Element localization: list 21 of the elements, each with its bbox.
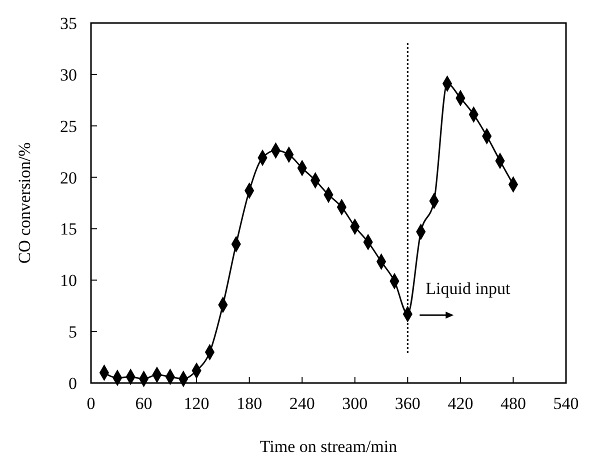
x-tick-label: 360 bbox=[394, 394, 420, 413]
y-tick-label: 5 bbox=[68, 322, 77, 342]
x-tick-label: 180 bbox=[236, 394, 262, 413]
y-tick-label: 0 bbox=[68, 374, 77, 393]
x-tick-label: 60 bbox=[135, 394, 152, 413]
y-tick-label: 20 bbox=[60, 168, 77, 188]
y-tick-label: 15 bbox=[60, 220, 77, 239]
x-tick-label: 120 bbox=[184, 394, 210, 413]
x-tick-label: 480 bbox=[500, 394, 526, 413]
y-tick-label: 25 bbox=[60, 116, 77, 136]
x-tick-label: 300 bbox=[342, 394, 368, 413]
y-tick-label: 10 bbox=[60, 271, 77, 290]
y-tick-label: 30 bbox=[60, 65, 77, 84]
y-axis-title: CO conversion/% bbox=[15, 142, 34, 264]
x-axis-title: Time on stream/min bbox=[260, 437, 398, 456]
y-tick-label: 35 bbox=[60, 14, 77, 33]
annotation: Liquid input bbox=[426, 279, 510, 298]
x-tick-label: 420 bbox=[448, 394, 474, 413]
x-tick-label: 0 bbox=[86, 394, 96, 413]
x-tick-label: 240 bbox=[289, 394, 315, 413]
x-tick-label: 540 bbox=[553, 394, 579, 413]
